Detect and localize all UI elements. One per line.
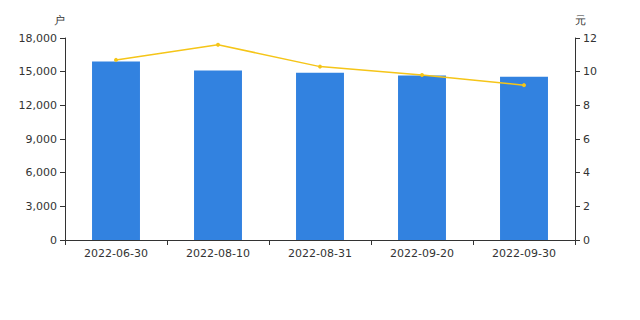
svg-text:2022-06-30: 2022-06-30 — [84, 247, 148, 260]
svg-text:2: 2 — [583, 200, 590, 213]
svg-text:10: 10 — [583, 65, 597, 78]
svg-text:元: 元 — [575, 14, 586, 27]
svg-text:0: 0 — [583, 234, 590, 247]
svg-text:6: 6 — [583, 133, 590, 146]
svg-text:8: 8 — [583, 99, 590, 112]
svg-text:15,000: 15,000 — [19, 65, 58, 78]
svg-text:0: 0 — [50, 234, 57, 247]
svg-text:12,000: 12,000 — [19, 99, 58, 112]
svg-text:2022-09-30: 2022-09-30 — [492, 247, 556, 260]
svg-text:9,000: 9,000 — [26, 133, 58, 146]
svg-text:2022-08-10: 2022-08-10 — [186, 247, 250, 260]
svg-text:12: 12 — [583, 32, 597, 45]
svg-text:2022-09-20: 2022-09-20 — [390, 247, 454, 260]
svg-text:3,000: 3,000 — [26, 200, 58, 213]
svg-text:18,000: 18,000 — [19, 32, 58, 45]
svg-text:2022-08-31: 2022-08-31 — [288, 247, 352, 260]
svg-text:6,000: 6,000 — [26, 166, 58, 179]
svg-text:4: 4 — [583, 166, 590, 179]
svg-text:户: 户 — [54, 14, 65, 27]
